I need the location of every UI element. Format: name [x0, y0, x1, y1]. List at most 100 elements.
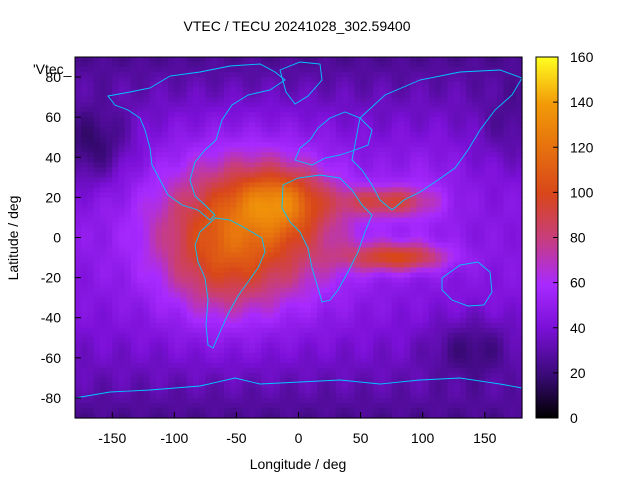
heat-cell — [317, 367, 324, 374]
heat-cell — [317, 312, 324, 319]
heat-cell — [435, 317, 442, 324]
heat-cell — [112, 212, 120, 219]
heat-cell — [112, 162, 120, 168]
heat-cell — [404, 247, 411, 254]
heat-cell — [391, 67, 399, 73]
heat-cell — [93, 112, 101, 118]
heat-cell — [323, 332, 331, 339]
heat-cell — [137, 62, 144, 68]
heat-cell — [373, 397, 380, 404]
heat-cell — [75, 152, 82, 158]
heat-cell — [174, 132, 182, 138]
heat-cell — [478, 257, 486, 264]
heat-cell — [211, 392, 219, 399]
heat-cell — [391, 212, 399, 219]
heat-cell — [391, 282, 399, 289]
heat-cell — [304, 152, 312, 158]
heat-cell — [509, 132, 517, 138]
heat-cell — [478, 362, 486, 369]
heat-cell — [373, 237, 380, 244]
heat-cell — [130, 97, 138, 103]
heat-cell — [373, 187, 380, 193]
heat-cell — [484, 287, 492, 294]
heat-cell — [354, 362, 362, 369]
heat-cell — [273, 337, 281, 344]
heat-cell — [211, 192, 219, 198]
heat-cell — [341, 237, 349, 244]
heat-cell — [137, 142, 144, 148]
heat-cell — [484, 62, 492, 68]
heat-cell — [478, 282, 486, 289]
heat-cell — [93, 92, 101, 98]
heat-cell — [304, 332, 312, 339]
heat-cell — [509, 187, 517, 193]
heat-cell — [366, 227, 374, 234]
heat-cell — [329, 137, 337, 143]
heat-cell — [373, 172, 380, 178]
heat-cell — [143, 117, 151, 123]
heat-cell — [379, 337, 387, 344]
heat-cell — [248, 107, 256, 113]
heat-cell — [478, 277, 486, 284]
heat-cell — [149, 162, 157, 168]
heat-cell — [174, 242, 182, 249]
heat-cell — [466, 67, 473, 73]
heat-cell — [174, 397, 182, 404]
heat-cell — [130, 257, 138, 264]
heat-cell — [472, 112, 480, 118]
heat-cell — [459, 182, 467, 188]
heat-cell — [99, 132, 107, 138]
heat-cell — [99, 142, 107, 148]
heat-cell — [180, 267, 188, 274]
heat-cell — [323, 247, 331, 254]
heat-cell — [255, 237, 262, 244]
heat-cell — [130, 292, 138, 299]
heat-cell — [174, 302, 182, 309]
heat-cell — [341, 152, 349, 158]
heat-cell — [186, 347, 194, 354]
heat-cell — [317, 192, 324, 198]
heat-cell — [230, 352, 238, 359]
heat-cell — [335, 277, 343, 284]
heat-cell — [248, 222, 256, 229]
heat-cell — [317, 307, 324, 314]
heat-cell — [459, 157, 467, 163]
heat-cell — [180, 97, 188, 103]
heat-cell — [261, 252, 269, 259]
heat-cell — [93, 197, 101, 203]
heat-cell — [428, 187, 436, 193]
heat-cell — [329, 367, 337, 374]
heat-cell — [205, 167, 213, 173]
heat-cell — [391, 367, 399, 374]
heat-cell — [447, 277, 455, 284]
heat-cell — [466, 377, 473, 384]
heat-cell — [416, 167, 424, 173]
heat-cell — [112, 237, 120, 244]
heat-cell — [453, 77, 461, 83]
heat-cell — [186, 132, 194, 138]
heat-cell — [459, 397, 467, 404]
heat-cell — [385, 347, 393, 354]
heat-cell — [385, 197, 393, 203]
heat-cell — [230, 187, 238, 193]
heat-cell — [490, 382, 498, 389]
heat-cell — [490, 397, 498, 404]
heat-cell — [255, 367, 262, 374]
heat-cell — [174, 152, 182, 158]
heat-cell — [205, 367, 213, 374]
heat-cell — [230, 272, 238, 279]
heat-cell — [192, 212, 200, 219]
heat-cell — [217, 277, 225, 284]
heat-cell — [242, 387, 250, 394]
heat-cell — [124, 102, 132, 108]
heat-cell — [130, 152, 138, 158]
heat-cell — [304, 312, 312, 319]
heat-cell — [217, 282, 225, 289]
heat-cell — [106, 357, 113, 364]
heat-cell — [211, 342, 219, 349]
heat-cell — [180, 377, 188, 384]
heat-cell — [81, 67, 89, 73]
heat-cell — [453, 82, 461, 88]
heat-cell — [143, 392, 151, 399]
heat-cell — [106, 277, 113, 284]
